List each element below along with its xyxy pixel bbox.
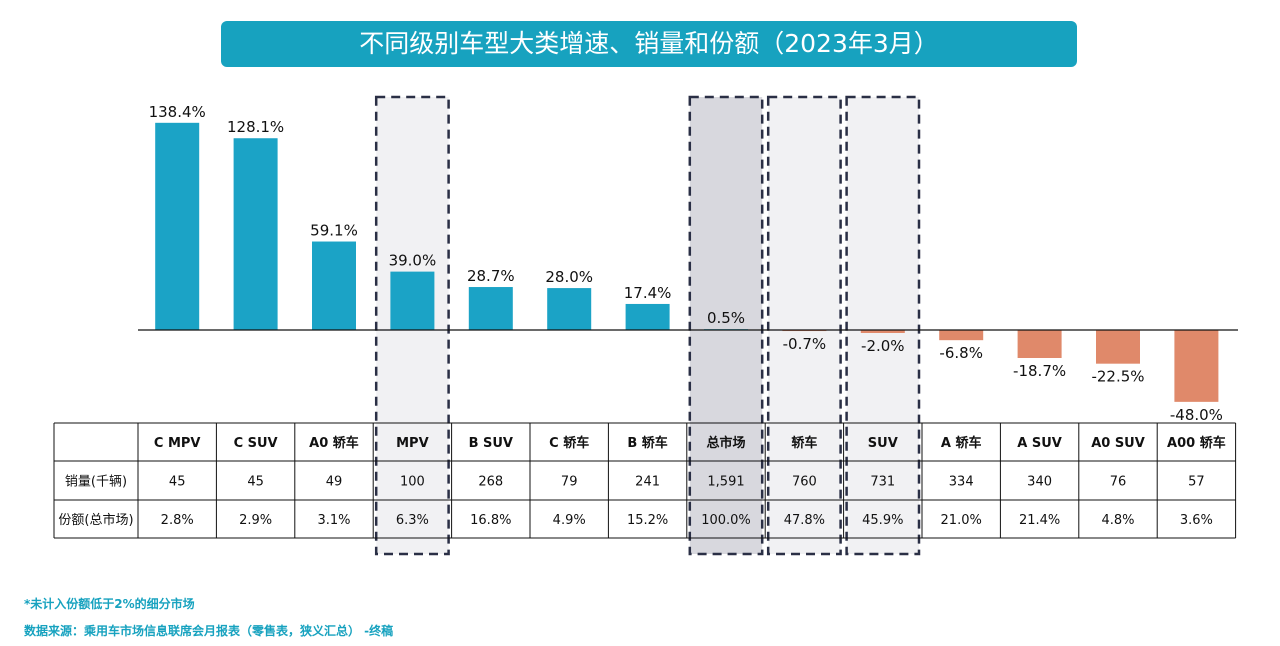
bar — [390, 271, 435, 330]
row-label-share: 份额(总市场) — [58, 512, 133, 528]
tick-label: C SUV — [234, 436, 278, 451]
share-cell: 6.3% — [396, 513, 429, 528]
tick-label: 轿车 — [791, 435, 817, 451]
sales-cell: 76 — [1110, 475, 1127, 490]
highlight-box — [374, 95, 450, 556]
bar — [1017, 330, 1062, 358]
data-label: 39.0% — [389, 252, 437, 270]
sales-cell: 268 — [478, 475, 503, 490]
sales-cell: 340 — [1027, 475, 1052, 490]
share-cell: 100.0% — [701, 513, 751, 528]
data-label: 128.1% — [227, 118, 284, 136]
sales-cell: 731 — [870, 475, 895, 490]
share-cell: 15.2% — [627, 513, 668, 528]
sales-cell: 760 — [792, 475, 817, 490]
tick-label: SUV — [868, 436, 898, 451]
tick-label: A0 SUV — [1091, 436, 1145, 451]
share-cell: 3.6% — [1180, 513, 1213, 528]
data-label: 59.1% — [310, 222, 358, 240]
bar — [468, 287, 513, 330]
tick-label: B 轿车 — [627, 435, 667, 451]
tick-label: C MPV — [154, 436, 201, 451]
data-label: -18.7% — [1013, 362, 1066, 380]
share-cell: 21.0% — [941, 513, 982, 528]
tick-label: C 轿车 — [549, 435, 589, 451]
share-cell: 21.4% — [1019, 513, 1060, 528]
chart-title: 不同级别车型大类增速、销量和份额（2023年3月） — [221, 21, 1077, 67]
highlight-box — [766, 95, 842, 556]
tick-label: A SUV — [1017, 436, 1062, 451]
sales-cell: 49 — [326, 475, 343, 490]
share-cell: 2.9% — [239, 513, 272, 528]
sales-cell: 241 — [635, 475, 660, 490]
data-label: -2.0% — [861, 337, 905, 355]
data-label: -22.5% — [1091, 368, 1144, 386]
sales-cell: 79 — [561, 475, 578, 490]
bar — [1096, 330, 1140, 364]
share-cell: 3.1% — [317, 513, 350, 528]
highlight-box — [845, 95, 921, 556]
tick-label: B SUV — [469, 436, 513, 451]
data-label: 28.0% — [545, 268, 593, 286]
share-cell: 16.8% — [470, 513, 511, 528]
sales-cell: 100 — [400, 475, 425, 490]
highlight-box — [688, 95, 764, 556]
tick-label: A0 轿车 — [309, 435, 359, 451]
share-cell: 4.9% — [553, 513, 586, 528]
tick-label: A 轿车 — [941, 435, 982, 451]
data-label: 138.4% — [149, 103, 206, 121]
bar — [233, 138, 278, 330]
share-cell: 4.8% — [1101, 513, 1134, 528]
share-cell: 45.9% — [862, 513, 903, 528]
tick-label: 总市场 — [706, 435, 745, 451]
bar — [860, 330, 905, 333]
sales-cell: 57 — [1188, 475, 1205, 490]
sales-cell: 45 — [247, 475, 264, 490]
row-label-sales: 销量(千辆) — [65, 475, 127, 490]
sales-cell: 1,591 — [707, 475, 744, 490]
data-label: -48.0% — [1170, 406, 1223, 424]
data-label: -0.7% — [783, 335, 827, 353]
data-label: -6.8% — [939, 344, 983, 362]
sales-cell: 334 — [949, 475, 974, 490]
data-label: 28.7% — [467, 267, 515, 285]
bar — [155, 122, 200, 330]
share-cell: 47.8% — [784, 513, 825, 528]
bar — [625, 303, 670, 330]
sales-cell: 45 — [169, 475, 186, 490]
bar — [547, 288, 592, 330]
bar — [1174, 330, 1219, 402]
footnote: *未计入份额低于2%的细分市场 — [24, 597, 195, 611]
bar — [939, 330, 984, 341]
bar — [312, 241, 356, 330]
tick-label: MPV — [396, 436, 429, 451]
data-label: 17.4% — [624, 284, 672, 302]
tick-label: A00 轿车 — [1167, 435, 1226, 451]
share-cell: 2.8% — [161, 513, 194, 528]
data-label: 0.5% — [707, 309, 745, 327]
data-source: 数据来源：乘用车市场信息联席会月报表（零售表，狭义汇总） -终稿 — [24, 624, 394, 638]
